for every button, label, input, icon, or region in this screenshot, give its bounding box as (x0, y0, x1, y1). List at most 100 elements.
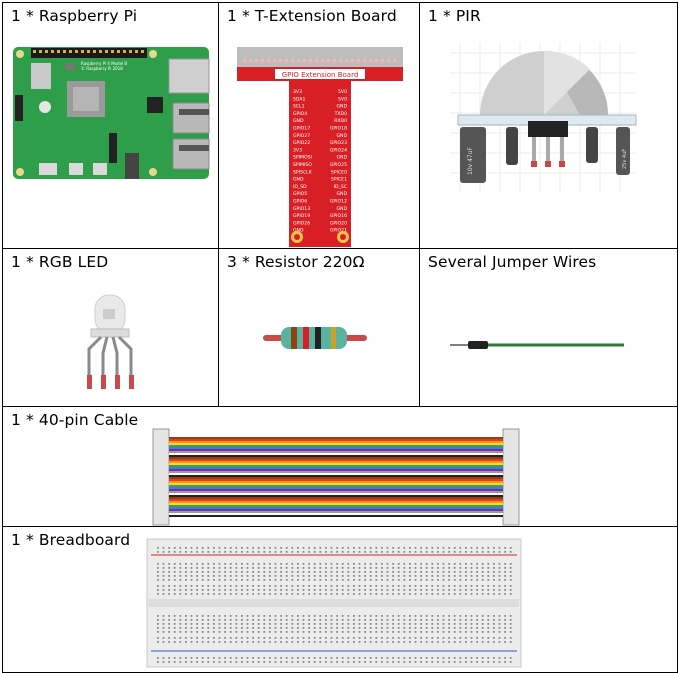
breadboard-hole (252, 579, 254, 581)
breadboard-hole (319, 593, 322, 595)
breadboard-hole (319, 623, 322, 625)
breadboard-hole (364, 641, 366, 643)
breadboard-hole (470, 627, 473, 629)
breadboard-hole (319, 567, 322, 569)
breadboard-hole (319, 589, 322, 591)
breadboard-hole (241, 641, 243, 643)
breadboard-hole (207, 571, 210, 573)
breadboard-hole (173, 551, 176, 553)
breadboard-hole (252, 657, 254, 659)
breadboard-hole (190, 579, 193, 581)
breadboard-hole (375, 615, 378, 617)
breadboard-hole (375, 579, 378, 581)
breadboard-hole (185, 631, 187, 633)
breadboard-hole (470, 619, 473, 621)
breadboard-hole (509, 641, 512, 643)
breadboard-hole (269, 637, 271, 639)
breadboard-hole (504, 615, 506, 617)
breadboard-hole (369, 657, 372, 659)
breadboard-hole (313, 623, 316, 625)
breadboard-hole (437, 615, 439, 617)
breadboard-hole (201, 575, 204, 577)
t-extension-title: GPIO Extension Board (282, 71, 359, 79)
breadboard-hole (353, 661, 355, 663)
pin-label-right: GPIO24 (330, 147, 347, 153)
breadboard-hole (190, 627, 193, 629)
breadboard-hole (218, 551, 221, 553)
breadboard-hole (381, 547, 383, 549)
breadboard-hole (218, 547, 221, 549)
breadboard-hole (257, 575, 260, 577)
breadboard-hole (207, 637, 210, 639)
cable-stripe (169, 461, 503, 463)
breadboard-hole (504, 641, 506, 643)
breadboard-hole (470, 589, 473, 591)
breadboard-hole (235, 567, 238, 569)
breadboard-hole (341, 661, 344, 663)
rgb-led-label: 1 * RGB LED (11, 253, 109, 271)
breadboard-hole (381, 563, 383, 565)
breadboard-hole (308, 579, 310, 581)
breadboard-hole (369, 615, 372, 617)
breadboard-hole (218, 571, 221, 573)
breadboard-hole (336, 619, 338, 621)
breadboard-hole (414, 589, 417, 591)
breadboard-hole (241, 615, 243, 617)
breadboard-hole (168, 627, 170, 629)
breadboard-hole (465, 551, 467, 553)
breadboard-hole (414, 579, 417, 581)
breadboard-hole (157, 589, 159, 591)
breadboard-hole (442, 575, 445, 577)
breadboard-hole (470, 615, 473, 617)
breadboard-hole (313, 571, 316, 573)
breadboard-hole (297, 593, 299, 595)
breadboard-hole (280, 615, 282, 617)
breadboard-hole (341, 551, 344, 553)
breadboard-hole (325, 563, 327, 565)
breadboard-hole (207, 585, 210, 587)
breadboard-hole (459, 637, 462, 639)
cable-stripe (169, 509, 503, 511)
resistor-image (263, 327, 367, 349)
breadboard-hole (425, 615, 428, 617)
breadboard-hole (442, 585, 445, 587)
breadboard-hole (420, 547, 422, 549)
breadboard-hole (375, 589, 378, 591)
breadboard-hole (218, 627, 221, 629)
breadboard-hole (263, 571, 266, 573)
breadboard-hole (224, 547, 226, 549)
breadboard-hole (313, 627, 316, 629)
breadboard-hole (459, 619, 462, 621)
breadboard-hole (487, 589, 490, 591)
breadboard-hole (453, 627, 456, 629)
breadboard-hole (241, 661, 243, 663)
breadboard-hole (487, 547, 490, 549)
breadboard-hole (280, 547, 282, 549)
breadboard-hole (358, 637, 361, 639)
breadboard-hole (414, 619, 417, 621)
breadboard-hole (235, 547, 238, 549)
breadboard-hole (392, 623, 394, 625)
breadboard-hole (235, 579, 238, 581)
breadboard-hole (213, 547, 215, 549)
breadboard-hole (358, 585, 361, 587)
breadboard-hole (437, 657, 439, 659)
cable-stripe (169, 447, 503, 449)
breadboard-hole (218, 631, 221, 633)
breadboard-hole (274, 593, 277, 595)
breadboard-hole (487, 619, 490, 621)
breadboard-hole (420, 571, 422, 573)
breadboard-hole (173, 637, 176, 639)
breadboard-hole (386, 641, 389, 643)
breadboard-hole (425, 637, 428, 639)
breadboard-hole (336, 585, 338, 587)
breadboard-hole (481, 615, 484, 617)
breadboard-hole (330, 589, 333, 591)
breadboard-hole (246, 567, 249, 569)
breadboard-hole (263, 585, 266, 587)
breadboard-hole (403, 641, 406, 643)
breadboard-hole (257, 579, 260, 581)
breadboard-hole (420, 615, 422, 617)
breadboard-hole (285, 585, 288, 587)
